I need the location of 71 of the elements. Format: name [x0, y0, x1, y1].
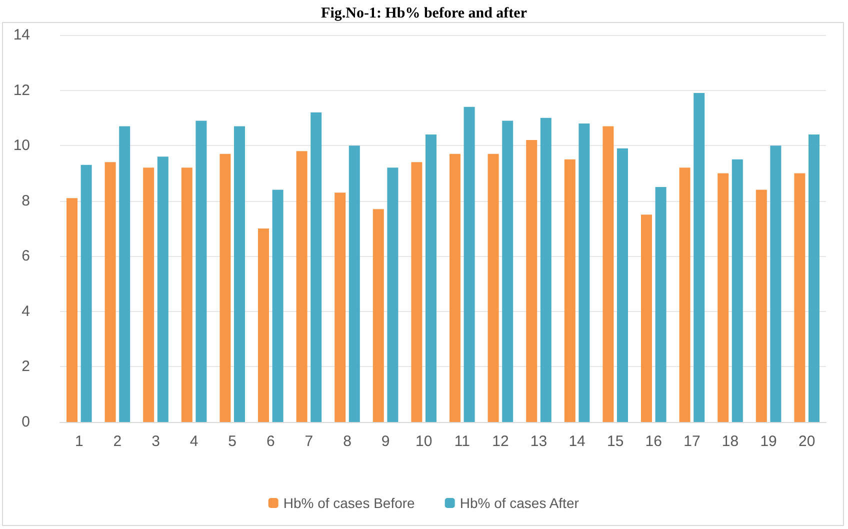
- bar: [387, 168, 398, 422]
- x-tick-label: 7: [304, 433, 314, 450]
- bar: [80, 164, 92, 422]
- bar: [679, 168, 690, 422]
- bar: [411, 162, 422, 422]
- x-tick-label: 18: [722, 433, 739, 450]
- bar: [426, 134, 436, 422]
- x-tick-label: 13: [530, 433, 548, 450]
- y-tick-label: 8: [22, 192, 30, 210]
- bar: [732, 159, 743, 422]
- x-tick-label: 14: [568, 433, 586, 450]
- bar: [540, 118, 552, 422]
- x-tick-label: 15: [607, 433, 624, 450]
- x-tick-label: 8: [343, 433, 352, 450]
- bar: [143, 168, 154, 422]
- x-tick-label: 10: [416, 433, 432, 450]
- bar: [310, 112, 322, 422]
- legend-label: Hb% of cases After: [460, 495, 580, 511]
- bar: [272, 190, 284, 422]
- bar: [718, 173, 729, 422]
- y-tick-label: 0: [22, 414, 30, 430]
- x-tick-label: 3: [152, 433, 160, 450]
- x-tick-label: 4: [190, 433, 198, 450]
- bar: [348, 146, 360, 422]
- legend-label: Hb% of cases Before: [283, 495, 416, 511]
- bar: [220, 154, 231, 422]
- bar: [334, 192, 346, 422]
- bar: [756, 190, 767, 422]
- bar: [808, 134, 820, 422]
- bar: [770, 146, 782, 422]
- x-tick-label: 2: [113, 433, 122, 450]
- bar: [694, 93, 705, 422]
- bar: [602, 126, 614, 422]
- bar: [372, 209, 384, 422]
- x-tick-label: 1: [74, 433, 84, 450]
- chart-title: Fig.No-1: Hb% before and after: [321, 6, 528, 22]
- bar: [296, 151, 308, 422]
- x-tick-label: 16: [645, 433, 662, 450]
- y-tick-label: 4: [22, 302, 30, 320]
- y-tick-label: 2: [22, 358, 30, 376]
- bar: [258, 228, 269, 422]
- bar: [104, 162, 116, 422]
- x-tick-label: 11: [454, 433, 470, 450]
- bar: [641, 214, 652, 422]
- y-tick-label: 14: [13, 26, 30, 44]
- bar: [66, 198, 78, 422]
- x-tick-label: 19: [760, 433, 777, 450]
- bar: [488, 154, 499, 422]
- x-tick-label: 12: [492, 433, 509, 450]
- bar: [617, 148, 628, 422]
- y-tick-label: 10: [13, 137, 30, 154]
- bar: [526, 140, 538, 422]
- bar: [794, 173, 806, 422]
- bar: [564, 159, 576, 422]
- y-tick-label: 12: [13, 82, 30, 99]
- x-tick-label: 5: [228, 433, 237, 450]
- bar: [119, 126, 130, 422]
- bar: [502, 120, 514, 422]
- bar: [157, 156, 168, 422]
- bar: [234, 126, 245, 422]
- bar: [196, 120, 207, 422]
- x-tick-label: 6: [266, 433, 275, 450]
- bar: [578, 123, 590, 422]
- x-tick-label: 17: [684, 433, 700, 450]
- y-tick-label: 6: [22, 248, 30, 265]
- bar: [181, 168, 192, 422]
- bar: [464, 106, 475, 422]
- x-tick-label: 9: [381, 433, 390, 450]
- bar: [450, 154, 460, 422]
- x-tick-label: 20: [798, 433, 816, 450]
- bar: [655, 187, 666, 422]
